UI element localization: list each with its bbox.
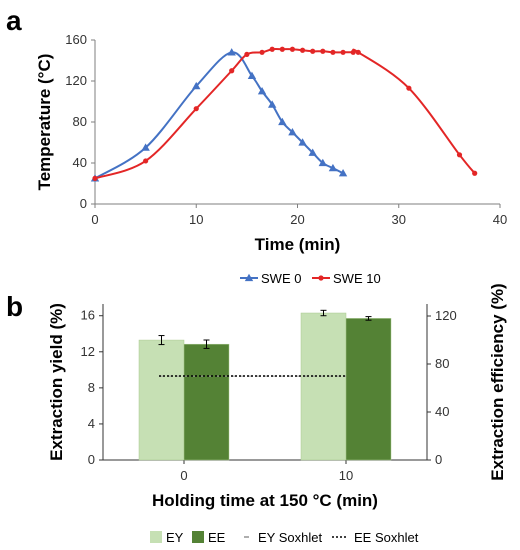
panel-a-chart: 0 40 80 120 160 0 10 20 30 40 Time (min) Temperatur… (35, 32, 507, 286)
legend-label-ee-soxhlet: EE Soxhlet (354, 530, 419, 545)
data-point-swe-10 (350, 49, 356, 55)
data-point-swe-10 (355, 49, 361, 55)
x-tick-label: 30 (392, 212, 406, 227)
data-point-swe-10 (340, 49, 346, 55)
x-tick-label: 10 (189, 212, 203, 227)
data-point-swe-10 (92, 175, 98, 181)
data-point-swe-0 (267, 100, 277, 108)
x-tick-label: 0 (180, 468, 187, 483)
y-tick-label: 12 (81, 344, 95, 359)
data-point-swe-10 (289, 46, 296, 52)
x-tick-label: 20 (290, 212, 304, 227)
bar-ee (183, 343, 230, 461)
data-point-swe-0 (192, 81, 201, 90)
panel-letter-a: a (6, 5, 22, 36)
y-tick-label: 0 (88, 452, 95, 467)
y2-tick-label: 120 (435, 308, 457, 323)
data-point-swe-10 (143, 158, 149, 164)
x-axis-title: Holding time at 150 °C (min) (152, 491, 378, 510)
y-tick-label: 120 (65, 73, 87, 88)
y-tick-label: 16 (81, 308, 95, 323)
data-point-swe-0 (141, 143, 150, 151)
data-point-swe-10 (472, 170, 478, 176)
x-axis-title: Time (min) (255, 235, 341, 254)
bar-ey (138, 339, 185, 461)
data-point-swe-0 (288, 128, 297, 136)
panel-b-chart: 0 4 8 12 16 0 40 80 120 0 10 Holding time at 150 °C… (47, 283, 507, 545)
y2-tick-label: 40 (435, 404, 449, 419)
y2-tick-label: 0 (435, 452, 442, 467)
y-axis-title: Temperature (°C) (35, 54, 54, 191)
data-point-swe-0 (278, 117, 287, 126)
series-line-swe-10 (94, 47, 476, 180)
data-point-swe-10 (193, 106, 199, 112)
data-point-swe-10 (244, 51, 250, 57)
y-tick-label: 4 (88, 416, 95, 431)
panel-letter-b: b (6, 291, 23, 322)
y2-tick-label: 80 (435, 356, 449, 371)
data-point-swe-0 (318, 158, 328, 167)
data-point-swe-10 (299, 47, 306, 53)
data-point-swe-10 (269, 46, 275, 52)
x-tick-label: 0 (91, 212, 98, 227)
data-point-swe-0 (227, 48, 236, 56)
y2-axis-title: Extraction efficiency (%) (488, 283, 507, 480)
data-point-swe-10 (279, 46, 285, 52)
y-tick-label: 40 (73, 155, 87, 170)
legend-swatch-ey (150, 531, 162, 543)
data-point-swe-0 (247, 71, 257, 80)
data-point-swe-10 (310, 48, 316, 54)
data-point-swe-0 (308, 148, 317, 156)
y-tick-label: 160 (65, 32, 87, 47)
data-point-swe-0 (328, 163, 338, 172)
data-point-swe-0 (298, 138, 307, 146)
data-point-swe-10 (320, 48, 326, 54)
legend-label-swe-10: SWE 10 (333, 271, 381, 286)
bar-ey (300, 312, 347, 461)
data-point-swe-10 (229, 68, 235, 74)
bar-ee (345, 318, 392, 461)
legend-marker-swe-10 (318, 275, 324, 281)
data-point-swe-0 (338, 169, 348, 177)
y-tick-label: 0 (80, 196, 87, 211)
legend-label-ey-soxhlet: EY Soxhlet (258, 530, 322, 545)
x-tick-label: 10 (339, 468, 353, 483)
x-tick-label: 40 (493, 212, 507, 227)
legend-swatch-ee (192, 531, 204, 543)
data-point-swe-10 (330, 49, 336, 55)
legend-label-ey: EY (166, 530, 184, 545)
legend-marker-swe-0 (244, 273, 254, 282)
legend-label-swe-0: SWE 0 (261, 271, 301, 286)
legend-label-ee: EE (208, 530, 226, 545)
y-axis-title: Extraction yield (%) (47, 303, 66, 461)
data-point-swe-10 (406, 85, 412, 91)
data-point-swe-10 (456, 152, 463, 158)
data-point-swe-10 (259, 49, 265, 55)
y-tick-label: 80 (73, 114, 87, 129)
data-point-swe-0 (257, 87, 267, 95)
series-line-swe-0 (94, 51, 344, 180)
y-tick-label: 8 (88, 380, 95, 395)
